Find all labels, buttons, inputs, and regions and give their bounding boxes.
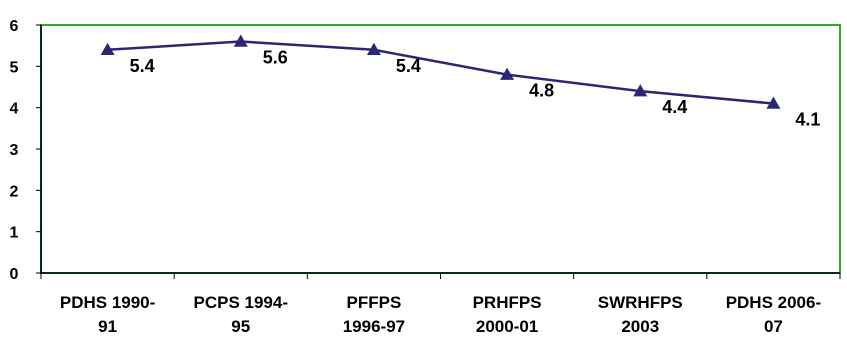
x-category-label: PDHS 1990-91 xyxy=(60,293,155,336)
data-label: 5.6 xyxy=(263,48,288,68)
x-category-label: PCPS 1994-95 xyxy=(194,293,289,336)
y-tick-label: 3 xyxy=(10,142,19,159)
data-label: 5.4 xyxy=(130,56,155,76)
x-category-label: PRHFPS 2000-01 xyxy=(473,293,542,336)
y-tick-label: 6 xyxy=(10,18,19,35)
data-label: 5.4 xyxy=(396,56,421,76)
x-category-label: SWRHFPS 2003 xyxy=(598,293,683,336)
y-tick-label: 4 xyxy=(10,101,19,118)
y-tick-label: 2 xyxy=(10,183,19,200)
triangle-marker xyxy=(633,84,648,97)
triangle-marker xyxy=(766,96,781,109)
data-label: 4.8 xyxy=(529,81,554,101)
x-category-label: PDHS 2006-07 xyxy=(726,293,821,336)
triangle-marker xyxy=(500,67,515,80)
series-line xyxy=(107,40,774,105)
data-label: 4.1 xyxy=(795,110,820,130)
triangle-marker xyxy=(100,42,115,56)
y-tick-label: 1 xyxy=(10,225,19,242)
triangle-marker xyxy=(366,42,381,56)
y-tick-label: 0 xyxy=(10,266,19,283)
x-category-label: PFFPS 1996-97 xyxy=(343,293,405,336)
y-tick-label: 5 xyxy=(10,59,19,76)
triangle-marker xyxy=(233,34,248,47)
data-label: 4.4 xyxy=(662,97,687,117)
